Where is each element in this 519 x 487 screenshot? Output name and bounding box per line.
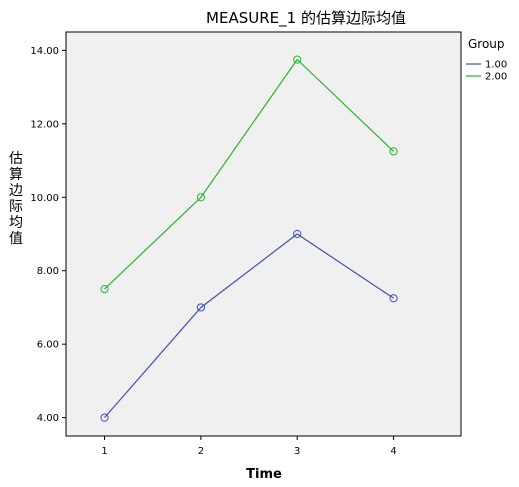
x-tick-label: 3 bbox=[294, 446, 300, 457]
data-point bbox=[293, 55, 302, 64]
legend-label: 2.00 bbox=[485, 72, 507, 83]
x-tick-label: 4 bbox=[390, 446, 396, 457]
legend-title: Group bbox=[468, 37, 505, 51]
chart-title: MEASURE_1 的估算边际均值 bbox=[206, 9, 406, 28]
y-tick-label: 14.00 bbox=[30, 46, 59, 57]
legend: Group 1.002.00 bbox=[466, 37, 507, 83]
y-tick-label: 6.00 bbox=[37, 340, 59, 351]
data-point bbox=[196, 193, 205, 202]
data-point bbox=[389, 294, 398, 303]
legend-label: 1.00 bbox=[485, 60, 507, 71]
y-tick-label: 4.00 bbox=[37, 413, 59, 424]
y-tick-label: 10.00 bbox=[30, 193, 59, 204]
data-point bbox=[196, 303, 205, 312]
data-point bbox=[100, 413, 109, 422]
legend-items: 1.002.00 bbox=[466, 60, 507, 83]
x-tick-label: 2 bbox=[198, 446, 204, 457]
y-tick-label: 12.00 bbox=[30, 119, 59, 130]
x-tick-label: 1 bbox=[101, 446, 107, 457]
series-line bbox=[104, 58, 395, 290]
y-axis-title: 估算边际均值 bbox=[9, 151, 23, 247]
data-point bbox=[100, 284, 109, 294]
data-point bbox=[293, 229, 302, 239]
series-line bbox=[104, 233, 394, 418]
y-tick-label: 8.00 bbox=[37, 266, 59, 277]
series-1 bbox=[100, 229, 398, 422]
x-axis-title: Time bbox=[246, 467, 282, 482]
x-axis: 1 2 3 4 bbox=[101, 436, 397, 457]
data-point bbox=[389, 147, 398, 156]
series-2 bbox=[100, 55, 398, 294]
plot-area bbox=[65, 31, 462, 437]
y-axis: 4.00 6.00 8.00 10.00 12.00 14.00 bbox=[30, 46, 66, 424]
series-layer bbox=[100, 55, 398, 422]
